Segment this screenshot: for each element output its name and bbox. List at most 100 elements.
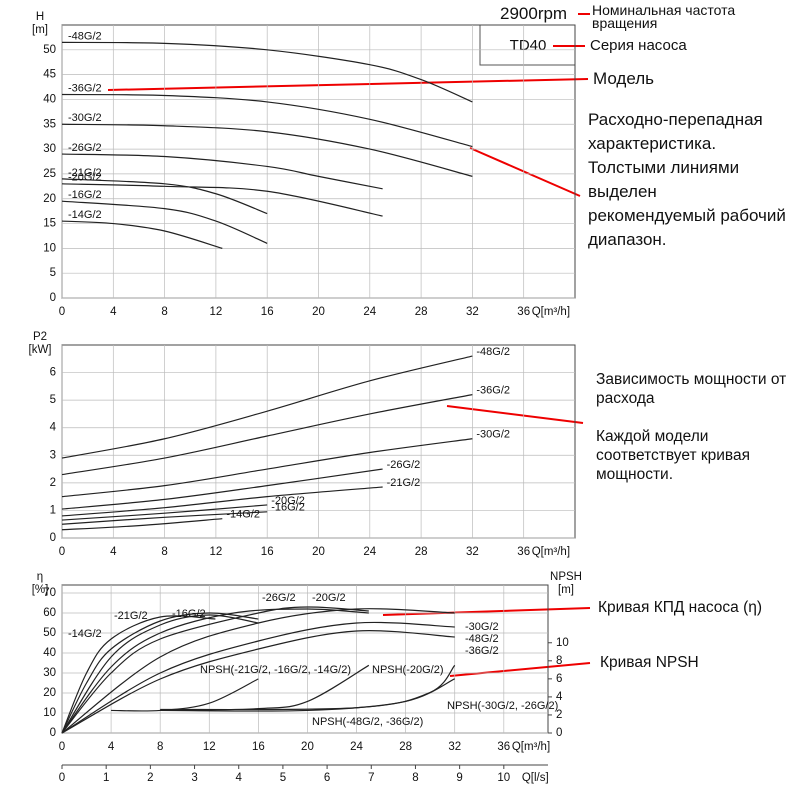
x-tick-label: 8 [161,546,167,558]
y2-tick-label: 10 [556,637,569,649]
x2-tick-label: 8 [412,772,418,784]
y2-tick-label: 6 [556,673,562,685]
y2-axis-unit: [m] [558,584,574,596]
y-tick-label: 6 [50,367,56,379]
x2-tick-label: 7 [368,772,374,784]
series-line [61,394,473,476]
series-label: -21G/2 [68,167,102,179]
head-note: Расходно-перепадная характеристика. Толс… [588,110,786,249]
series-line [61,612,259,734]
pointer [469,147,581,197]
series-line [61,468,383,510]
series-line [61,220,223,249]
x-tick-label: 36 [517,546,530,558]
power-note: Зависимость мощности от расхода [596,371,787,407]
y-tick-label: 20 [43,193,56,205]
y-tick-label: 25 [43,168,56,180]
series-label: NPSH(-48G/2, -36G/2) [312,716,423,728]
x-axis-label: Q[m³/h] [532,546,570,558]
y-tick-label: 0 [50,727,56,739]
series-label: -30G/2 [68,112,102,124]
series-line [61,608,369,734]
y-tick-label: 40 [43,647,56,659]
y-axis-unit: [m] [32,24,48,36]
x-tick-label: 0 [59,306,65,318]
y-tick-label: 30 [43,143,56,155]
y-tick-label: 3 [50,449,56,461]
y-axis-label: η [37,571,43,583]
series-line [61,608,455,734]
x2-tick-label: 2 [147,772,153,784]
y-tick-label: 1 [50,504,56,516]
series-line [61,606,369,734]
x-tick-label: 24 [363,306,376,318]
x-tick-label: 12 [210,546,223,558]
x-tick-label: 32 [466,546,479,558]
x-tick-label: 20 [301,741,314,753]
series-label: -36G/2 [68,82,102,94]
series-label: -14G/2 [68,628,102,640]
series-line [61,355,473,459]
x2-tick-label: 10 [497,772,510,784]
x2-tick-label: 0 [59,772,65,784]
x-tick-label: 24 [350,741,363,753]
series-label: -16G/2 [172,608,206,620]
y-axis-label: P2 [33,331,47,343]
y-tick-label: 70 [43,587,56,599]
series-line [61,153,383,190]
y2-tick-label: 8 [556,655,562,667]
x-tick-label: 4 [108,741,115,753]
pointer [107,78,589,91]
series-line [111,678,259,712]
x-tick-label: 0 [59,741,65,753]
series-line [61,41,473,103]
x2-tick-label: 9 [456,772,462,784]
x-tick-label: 36 [497,741,510,753]
y-tick-label: 50 [43,44,56,56]
series-line [61,511,268,525]
series-line [61,123,473,177]
series-label: -48G/2 [476,346,510,358]
series-label: -21G/2 [114,610,148,622]
series-label: -48G/2 [465,633,499,645]
y-tick-label: 20 [43,687,56,699]
series-label: -26G/2 [68,142,102,154]
x-tick-label: 36 [517,306,530,318]
series-label: -16G/2 [68,189,102,201]
x-tick-label: 0 [59,546,65,558]
series-note: Серия насоса [590,37,687,54]
x-tick-label: 32 [448,741,461,753]
y-tick-label: 45 [43,69,56,81]
x-tick-label: 4 [110,306,117,318]
y-axis-unit: [%] [32,584,49,596]
x-axis-label: Q[m³/h] [512,741,550,753]
y-tick-label: 15 [43,218,56,230]
series-label: -48G/2 [68,30,102,42]
series-label: -26G/2 [387,459,421,471]
y-tick-label: 60 [43,607,56,619]
x-tick-label: 20 [312,546,325,558]
series-line [61,183,383,217]
y-tick-label: 4 [50,422,57,434]
y2-axis-label: NPSH [550,571,582,583]
y-tick-label: 5 [50,394,56,406]
y-axis-unit: [kW] [29,344,52,356]
series-line [61,200,268,244]
series-line [61,518,223,531]
series-label: -20G/2 [68,172,102,184]
series-label: -30G/2 [476,429,510,441]
x-tick-label: 16 [252,741,265,753]
y-tick-label: 5 [50,267,56,279]
y2-tick-label: 4 [556,691,563,703]
series-line [61,614,259,734]
series-label: -36G/2 [465,645,499,657]
x2-tick-label: 1 [103,772,109,784]
x-tick-label: 16 [261,546,274,558]
x-tick-label: 28 [399,741,412,753]
x-tick-label: 8 [161,306,167,318]
efficiency-note: Кривая КПД насоса (η) [598,599,763,616]
x2-axis-label: Q[l/s] [522,772,549,784]
x-tick-label: 28 [415,306,428,318]
